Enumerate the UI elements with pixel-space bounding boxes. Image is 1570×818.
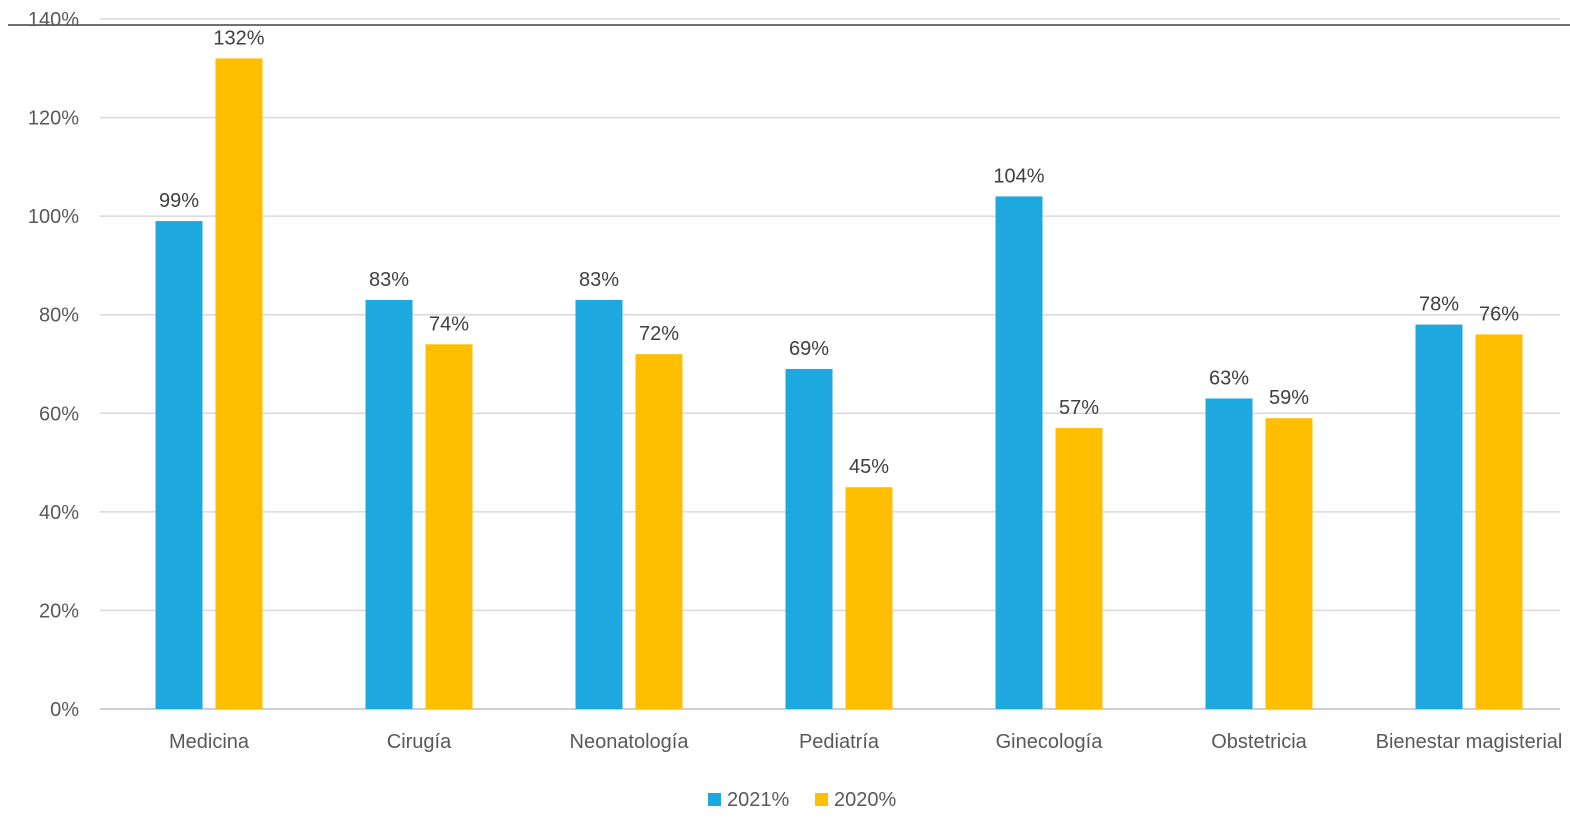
- data-label: 78%: [1419, 294, 1459, 316]
- data-label: 132%: [213, 27, 264, 49]
- bar-series-2: [1055, 428, 1103, 709]
- bar-series-2: [425, 344, 473, 709]
- data-label: 99%: [159, 190, 199, 212]
- data-label: 104%: [993, 165, 1044, 187]
- data-label: 74%: [429, 313, 469, 335]
- y-tick-label: 40%: [39, 502, 79, 524]
- legend-label: 2020%: [834, 789, 896, 811]
- x-category-label: Neonatología: [570, 731, 690, 753]
- gridlines: [8, 18, 1570, 710]
- bar-series-1: [995, 196, 1043, 709]
- y-tick-label: 0%: [50, 699, 79, 721]
- y-tick-label: 100%: [28, 206, 79, 228]
- data-label: 72%: [639, 323, 679, 345]
- bars: [155, 58, 1523, 710]
- x-category-label: Obstetricia: [1211, 731, 1307, 753]
- bar-series-2: [635, 354, 683, 709]
- y-tick-label: 80%: [39, 305, 79, 327]
- y-tick-label: 20%: [39, 600, 79, 622]
- data-label: 83%: [369, 269, 409, 291]
- data-label: 63%: [1209, 368, 1249, 390]
- data-label: 45%: [849, 456, 889, 478]
- legend-swatch: [708, 793, 721, 806]
- legend-label: 2021%: [727, 789, 789, 811]
- bar-series-2: [1265, 418, 1313, 709]
- x-category-label: Cirugía: [387, 731, 452, 753]
- data-label: 76%: [1479, 303, 1519, 325]
- x-category-label: Ginecología: [996, 731, 1104, 753]
- x-category-label: Pediatría: [799, 731, 880, 753]
- bar-series-2: [1475, 334, 1523, 709]
- bar-series-1: [1415, 324, 1463, 709]
- bar-series-2: [845, 487, 893, 709]
- bar-series-1: [365, 299, 413, 709]
- bar-series-1: [1205, 398, 1253, 709]
- data-label: 69%: [789, 338, 829, 360]
- y-axis-tick-labels: 0% 20% 40% 60% 80% 100% 120% 140%: [28, 9, 79, 721]
- data-labels: 99% 132% 83% 74% 83% 72% 69% 45% 104% 57% 63% 59% 78…: [159, 27, 1519, 478]
- x-category-label: Bienestar magisterial: [1376, 731, 1563, 753]
- y-tick-label: 60%: [39, 403, 79, 425]
- data-label: 59%: [1269, 387, 1309, 409]
- y-tick-label: 140%: [28, 9, 79, 31]
- x-category-label: Medicina: [169, 731, 250, 753]
- bar-series-1: [575, 299, 623, 709]
- bar-series-2: [215, 58, 263, 709]
- bar-series-1: [155, 221, 203, 710]
- legend-swatch: [815, 793, 828, 806]
- data-label: 57%: [1059, 397, 1099, 419]
- legend: 2021% 2020%: [708, 789, 896, 811]
- data-label: 83%: [579, 269, 619, 291]
- y-tick-label: 120%: [28, 108, 79, 130]
- bar-series-1: [785, 368, 833, 709]
- x-axis-category-labels: Medicina Cirugía Neonatología Pediatría Gine…: [169, 731, 1562, 753]
